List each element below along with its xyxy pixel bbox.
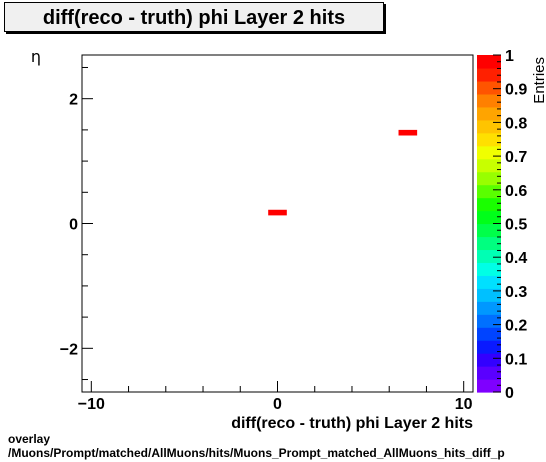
color-bar-segment — [477, 93, 501, 108]
color-bar-segment — [477, 106, 501, 121]
x-axis-label: diff(reco - truth) phi Layer 2 hits — [231, 415, 473, 432]
color-bar-ticks: 0 0.1 0.2 0.3 0.4 0.5 0.6 0.7 0.8 0.9 1 — [493, 48, 527, 402]
color-bar-segment — [477, 353, 501, 367]
y-axis-label: η — [31, 47, 41, 66]
color-bar-segment — [477, 379, 501, 393]
color-bar-segment — [477, 366, 501, 380]
color-bar-tick-label: 0.5 — [505, 217, 527, 234]
color-bar-segment — [477, 288, 501, 302]
y-axis-ticks: −2 0 2 — [60, 66, 93, 381]
color-bar-segment — [477, 262, 501, 276]
color-bar-segment — [477, 67, 501, 82]
color-bar-segment — [477, 119, 501, 134]
color-bar-segment — [477, 249, 501, 263]
x-tick-label: −10 — [78, 396, 105, 413]
color-bar-tick-label: 0.2 — [505, 318, 527, 335]
footer-overlay-label: overlay — [8, 432, 51, 446]
footer-path-label: /Muons/Prompt/matched/AllMuons/hits/Muon… — [8, 446, 505, 460]
y-tick-label: 0 — [69, 217, 78, 234]
color-bar-label: Entries — [531, 57, 546, 104]
color-bar-tick-label: 0.3 — [505, 284, 527, 301]
color-bar-segment — [477, 171, 501, 186]
color-bar-tick-label: 0.1 — [505, 351, 527, 368]
color-bar-segment — [477, 301, 501, 315]
color-bar-segment — [477, 55, 501, 69]
heatmap-cell — [268, 209, 287, 216]
color-bar-segment — [477, 314, 501, 328]
heatmap-cells — [268, 129, 418, 216]
chart-title: diff(reco - truth) phi Layer 2 hits — [42, 7, 346, 29]
y-tick-label: 2 — [69, 92, 78, 109]
color-bar-segment — [477, 236, 501, 251]
color-bar-segment — [477, 210, 501, 225]
color-bar-tick-label: 0 — [505, 385, 514, 402]
chart-title-box: diff(reco - truth) phi Layer 2 hits — [4, 2, 384, 32]
color-bar-segment — [477, 158, 501, 173]
color-bar-segment — [477, 223, 501, 238]
color-bar-segment — [477, 184, 501, 199]
color-bar-tick-label: 0.4 — [505, 250, 527, 267]
color-bar-tick-label: 0.9 — [505, 82, 527, 99]
color-bar-segment — [477, 132, 501, 147]
color-bar-segment — [477, 80, 501, 95]
plot-frame — [81, 54, 474, 393]
color-bar-segment — [477, 145, 501, 160]
heatmap-cell — [398, 129, 418, 136]
color-bar-segment — [477, 197, 501, 212]
x-tick-label: 10 — [455, 396, 473, 413]
color-bar-segment — [477, 275, 501, 289]
color-bar-tick-label: 0.7 — [505, 149, 527, 166]
color-bar-tick-label: 0.6 — [505, 183, 527, 200]
x-tick-label: 0 — [273, 396, 282, 413]
color-bar-segment — [477, 327, 501, 341]
x-axis-ticks: −10 0 10 — [78, 381, 473, 413]
color-bar-tick-label: 1 — [505, 48, 514, 65]
color-bar-tick-label: 0.8 — [505, 115, 527, 132]
color-bar-segment — [477, 340, 501, 354]
y-tick-label: −2 — [60, 341, 78, 358]
